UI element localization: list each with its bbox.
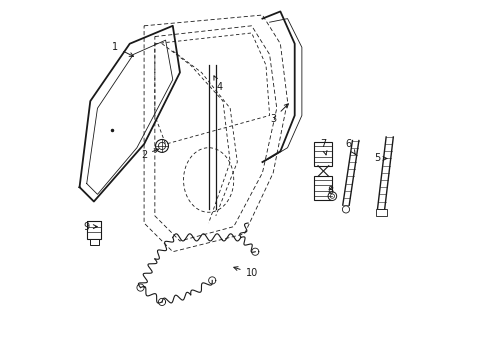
Circle shape — [327, 192, 336, 201]
Bar — [314, 142, 332, 166]
Bar — [375, 210, 386, 216]
Bar — [90, 239, 99, 245]
Text: 6: 6 — [345, 139, 355, 154]
Text: 10: 10 — [233, 267, 257, 278]
Text: 8: 8 — [327, 186, 333, 196]
Text: 4: 4 — [213, 76, 222, 92]
Text: 7: 7 — [320, 139, 326, 155]
Circle shape — [342, 206, 349, 213]
Bar — [86, 221, 101, 239]
Text: 9: 9 — [83, 222, 97, 231]
Circle shape — [155, 139, 168, 152]
Text: 1: 1 — [112, 42, 133, 57]
Bar — [314, 176, 332, 200]
Text: 2: 2 — [141, 149, 158, 160]
Text: 3: 3 — [269, 104, 288, 124]
Text: 5: 5 — [373, 153, 386, 163]
